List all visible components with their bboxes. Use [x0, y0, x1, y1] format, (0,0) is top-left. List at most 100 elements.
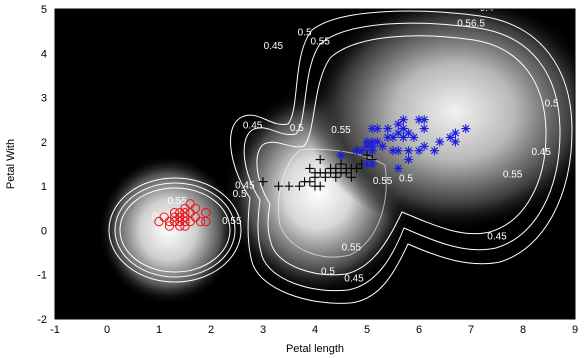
contour-label: 0.55	[331, 125, 351, 136]
y-tick-label: 4	[41, 48, 47, 60]
data-point-star	[372, 137, 382, 147]
x-tick-label: 7	[468, 324, 474, 336]
data-point-star	[383, 132, 393, 142]
contour-label: 0.45	[152, 211, 172, 222]
data-point-plus	[305, 163, 315, 173]
x-tick-label: 3	[260, 324, 266, 336]
data-point-circle	[190, 203, 201, 213]
data-point-star	[450, 137, 460, 147]
contour-center-inner	[277, 148, 387, 258]
y-axis-ticks: -2 -1 0 1 2 3 4 5	[37, 4, 59, 326]
contour-label: 0.5	[233, 189, 247, 200]
data-point-star	[419, 141, 429, 151]
data-point-star	[362, 141, 372, 151]
data-point-star	[367, 159, 377, 169]
x-tick-label: -1	[50, 324, 60, 336]
data-point-circle	[180, 203, 190, 213]
contour-outer-045	[230, 10, 573, 304]
contour-left-outer	[108, 177, 242, 283]
contour-label: 0.45	[235, 180, 255, 191]
data-point-star	[404, 146, 414, 156]
data-point-star	[362, 159, 372, 169]
x-axis-label: Petal length	[286, 343, 344, 355]
contour-label: 0.55	[503, 169, 523, 180]
contour-label: 0.5	[321, 267, 335, 278]
contour-label: 0.45	[487, 231, 507, 242]
data-point-star	[419, 124, 429, 134]
data-point-star	[388, 146, 398, 156]
data-point-star	[367, 124, 377, 134]
x-axis-ticks: -1 0 1 2 3 4 5 6 7 8 9	[50, 315, 578, 336]
data-point-star	[404, 128, 414, 138]
contour-label: 0.55	[167, 196, 187, 207]
x-tick-label: 6	[416, 324, 422, 336]
y-tick-label: 2	[41, 137, 47, 149]
x-tick-label: 8	[520, 324, 526, 336]
data-point-star	[419, 115, 429, 125]
contour-label: 0.5	[545, 98, 559, 109]
data-point-star	[378, 141, 388, 151]
y-tick-label: 1	[41, 181, 47, 193]
data-point-plus	[305, 177, 315, 187]
x-tick-label: 2	[208, 324, 214, 336]
data-point-plus	[274, 181, 284, 191]
y-axis-label: Petal With	[5, 139, 17, 189]
data-point-star	[352, 146, 362, 156]
x-tick-label: 0	[104, 324, 110, 336]
data-point-star	[367, 137, 377, 147]
x-tick-label: 5	[364, 324, 370, 336]
data-point-star	[336, 150, 346, 160]
contour-label: 0.45	[264, 41, 284, 52]
data-point-star	[414, 146, 424, 156]
contour-outer-055	[256, 35, 547, 276]
x-tick-label: 4	[312, 324, 318, 336]
data-point-star	[383, 124, 393, 134]
contour-label: 0.55	[310, 36, 330, 47]
data-point-plus	[326, 163, 336, 173]
data-point-star	[357, 146, 367, 156]
data-point-circle	[164, 221, 175, 231]
data-point-plus	[362, 150, 372, 160]
data-point-star	[445, 132, 455, 142]
data-point-plus	[336, 159, 346, 169]
data-point-star	[461, 124, 471, 134]
data-point-plus	[284, 181, 294, 191]
data-point-star	[398, 132, 408, 142]
data-point-star	[393, 119, 403, 129]
contour-label: 0.45	[344, 273, 364, 284]
data-point-star	[430, 146, 440, 156]
data-point-star	[435, 137, 445, 147]
data-point-star	[450, 128, 460, 138]
data-point-circle	[195, 216, 206, 227]
data-point-star	[393, 163, 403, 173]
contour-label: 0.5	[160, 216, 174, 227]
contour-label: 0.5	[290, 123, 304, 134]
y-tick-label: 3	[41, 93, 47, 105]
data-series	[154, 115, 471, 231]
data-point-star	[414, 115, 424, 125]
contour-label: 0.56.5	[457, 19, 485, 30]
data-point-star	[388, 132, 398, 142]
data-point-star	[398, 115, 408, 125]
data-point-star	[409, 132, 419, 142]
data-point-star	[393, 128, 403, 138]
data-point-star	[393, 146, 403, 156]
data-point-plus	[352, 163, 362, 173]
contour-left-inner	[119, 187, 231, 273]
density-blob-right	[305, 9, 575, 232]
contour-label: 0.55	[222, 216, 242, 227]
x-tick-label: 9	[572, 324, 578, 336]
data-point-star	[404, 155, 414, 165]
y-tick-label: -1	[37, 270, 47, 282]
contour-label: 0.55	[373, 176, 393, 187]
data-point-plus	[346, 172, 356, 182]
data-point-circle	[180, 208, 190, 218]
contour-label: 0.5	[399, 174, 413, 185]
contour-left-mid	[114, 182, 236, 278]
data-point-plus	[331, 168, 341, 178]
contour-label: 0.45	[243, 121, 263, 132]
data-point-plus	[294, 181, 304, 191]
contour-label: 0.4	[480, 3, 494, 14]
data-point-plus	[258, 177, 268, 187]
